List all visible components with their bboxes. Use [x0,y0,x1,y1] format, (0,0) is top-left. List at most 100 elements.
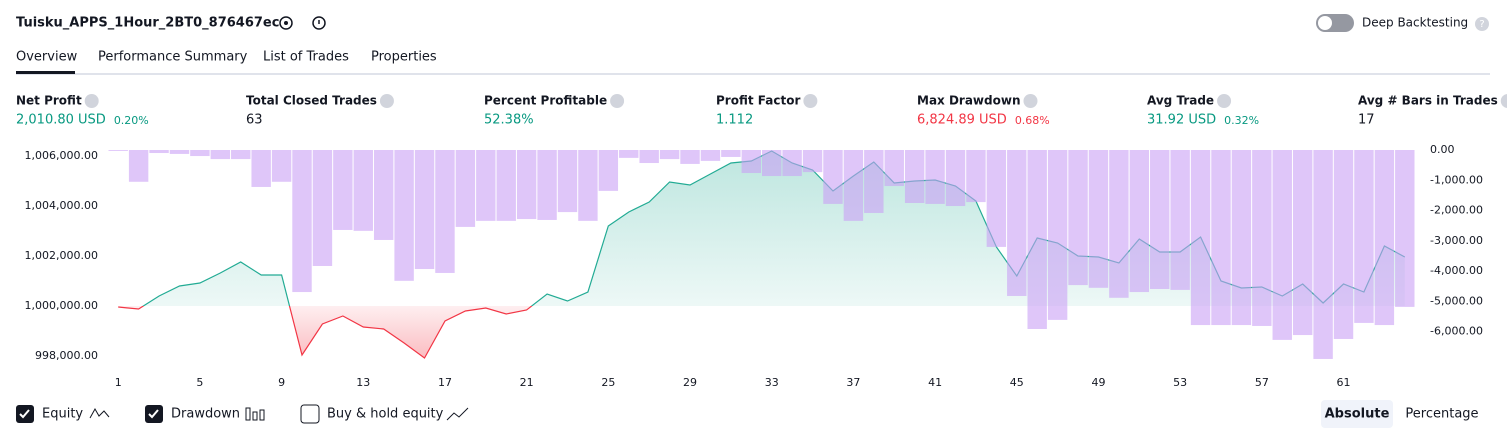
checkbox[interactable] [16,405,34,423]
drawdown-bar [762,150,782,177]
y2-tick-label: -6,000.00 [1430,325,1483,338]
drawdown-bar [333,150,353,230]
info-icon [84,94,99,108]
info-icon [1500,94,1507,108]
x-tick-label: 9 [278,376,285,389]
x-tick-label: 1 [115,376,122,389]
tab[interactable]: Properties [371,50,437,65]
drawdown-bar [1150,150,1170,290]
tab[interactable]: Overview [16,50,78,65]
drawdown-bar [557,150,578,213]
drawdown-bar [271,150,292,182]
drawdown-bar [639,150,659,164]
y-tick-label: 1,002,000.00 [25,249,98,262]
equity-line [118,150,1406,359]
metric-label: Profit Factor [716,94,800,108]
drawdown-bar [966,150,986,203]
help-icon[interactable]: ? [1475,17,1489,31]
alert-icon[interactable] [312,16,326,30]
y2-tick-label: -5,000.00 [1430,294,1483,307]
metric-percent: 0.68% [1015,114,1050,127]
x-tick-label: 29 [683,376,697,389]
drawdown-bar [1252,150,1272,326]
drawdown-bar [108,150,128,151]
drawdown-bar [598,150,619,191]
equity-fill [118,151,1405,358]
drawdown-bar [1088,150,1109,288]
drawdown-bar [680,150,700,164]
x-tick-label: 53 [1173,376,1187,389]
x-tick-label: 25 [601,376,615,389]
button-bg[interactable] [1321,400,1393,428]
drawdown-bar [986,150,1007,247]
drawdown-bar [1170,150,1190,290]
drawdown-bar [455,150,476,227]
x-tick-label: 49 [1091,376,1105,389]
metric-value: 52.38% [484,113,534,128]
drawdown-bar [496,150,516,221]
button[interactable]: Absolute [1325,407,1390,422]
drawdown-bar [1007,150,1027,296]
drawdown-bar [394,150,414,281]
metric-value: 17 [1358,113,1375,128]
svg-text:?: ? [1479,19,1484,30]
metric-label: Avg Trade [1147,94,1214,108]
y-tick-label: 1,004,000.00 [25,199,98,212]
drawdown-bar [741,150,761,174]
drawdown-bar [190,150,210,157]
drawdown-bar [1354,150,1374,323]
drawdown-bar [169,150,190,154]
drawdown-bar [353,150,373,231]
info-icon [379,94,394,108]
drawdown-bar [864,150,884,213]
checkbox[interactable] [145,405,163,423]
button[interactable]: Percentage [1405,407,1478,422]
drawdown-icon [245,407,265,421]
drawdown-bar [1395,150,1415,307]
drawdown-bar [925,150,945,204]
y-tick-label: 1,006,000.00 [25,149,98,162]
drawdown-bar [721,150,741,157]
drawdown-bar [1374,150,1395,326]
y-tick-label: 1,000,000.00 [25,299,98,312]
equity-icon [89,407,110,419]
drawdown-bar [231,150,251,160]
drawdown-bar [578,150,598,221]
metric-percent: 0.20% [114,114,149,127]
metric-value: 31.92 USD [1147,113,1216,128]
metric-label: Total Closed Trades [246,94,377,108]
tab[interactable]: List of Trades [263,50,349,65]
drawdown-bar [210,150,231,160]
drawdown-bar [1129,150,1150,293]
drawdown-bar [1109,150,1129,298]
metric-label: Max Drawdown [917,94,1020,108]
drawdown-bar [435,150,455,273]
tab[interactable]: Performance Summary [98,50,248,65]
drawdown-bar [659,150,680,160]
drawdown-bar [782,150,802,177]
y2-tick-label: -1,000.00 [1430,173,1483,186]
drawdown-bar [292,150,312,293]
metric-value: 6,824.89 USD [917,113,1007,128]
x-tick-label: 21 [520,376,534,389]
drawdown-bar [945,150,966,207]
buy-hold-icon [446,407,469,421]
drawdown-bar [619,150,639,158]
strategy-title: Tuisku_APPS_1Hour_2BT0_876467ec [16,16,279,31]
drawdown-bar [884,150,904,187]
drawdown-bar [476,150,496,221]
toggle[interactable] [1316,14,1354,32]
drawdown-bar [312,150,333,266]
drawdown-bar [128,150,149,182]
x-tick-label: 17 [438,376,452,389]
checkbox[interactable] [300,404,320,424]
legend-label: Drawdown [171,407,240,422]
x-tick-label: 61 [1337,376,1351,389]
drawdown-bar [1211,150,1231,326]
settings-icon[interactable] [279,16,293,30]
x-tick-label: 13 [356,376,370,389]
metric-percent: 0.32% [1224,114,1259,127]
x-tick-label: 33 [765,376,779,389]
